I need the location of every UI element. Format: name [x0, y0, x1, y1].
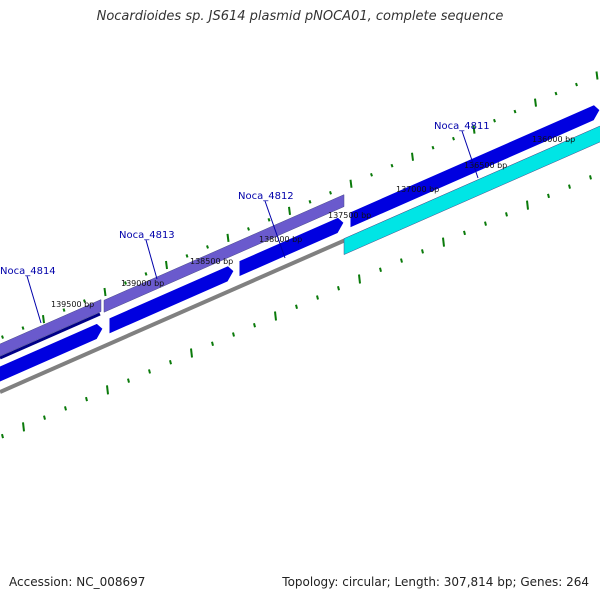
tick-mark — [295, 304, 298, 310]
scale-label: 138500 bp — [190, 257, 233, 266]
cds-arrow-track — [0, 104, 600, 383]
tick-mark — [421, 249, 424, 254]
tick-mark — [124, 281, 127, 285]
tick-mark — [411, 152, 414, 161]
tick-mark — [106, 385, 109, 395]
tick-mark — [21, 326, 25, 330]
tick-mark — [211, 341, 214, 346]
scale-labels: 136000 bp 136500 bp 137000 bp 137500 bp 1380… — [51, 135, 575, 309]
tick-mark — [316, 295, 319, 300]
tick-mark — [493, 118, 496, 123]
scale-label: 137500 bp — [328, 211, 371, 220]
topology-summary: Topology: circular; Length: 307,814 bp; … — [282, 575, 589, 589]
tick-mark — [1, 433, 4, 439]
gene-bar-noca-4811 — [343, 125, 600, 256]
tick-mark — [431, 145, 435, 150]
tick-mark — [85, 396, 88, 402]
gene-leader-line — [145, 239, 158, 280]
gene-bar-dark — [0, 312, 101, 360]
gene-leader-line — [26, 275, 42, 324]
tick-mark — [267, 218, 271, 222]
tick-mark — [1, 335, 4, 339]
inner-tick-ring — [1, 175, 592, 439]
tick-mark — [169, 359, 172, 365]
tick-mark — [62, 308, 66, 312]
gene-leader-line — [461, 130, 479, 179]
tick-mark — [526, 200, 529, 210]
outer-tick-ring — [1, 71, 599, 339]
tick-mark — [274, 311, 277, 321]
cds-arrow — [108, 265, 235, 335]
gene-label: Noca_4812 — [238, 191, 294, 202]
scale-label: 136500 bp — [464, 161, 507, 170]
tick-mark — [370, 172, 373, 177]
gene-label: Noca_4813 — [119, 230, 175, 241]
tick-mark — [165, 260, 168, 270]
tick-mark — [226, 233, 230, 243]
gene-bar-noca-4813-4812 — [103, 194, 345, 313]
tick-mark — [575, 82, 578, 87]
tick-mark — [547, 193, 550, 199]
tick-mark — [190, 348, 193, 358]
tick-mark — [148, 369, 151, 374]
tick-mark — [568, 184, 571, 189]
gene-label: Noca_4814 — [0, 266, 56, 277]
tick-mark — [144, 272, 148, 276]
tick-mark — [554, 91, 558, 96]
tick-mark — [206, 245, 209, 249]
tick-mark — [505, 212, 508, 217]
tick-mark — [534, 98, 537, 107]
tick-mark — [22, 422, 25, 432]
scale-label: 136000 bp — [532, 135, 575, 144]
tick-mark — [83, 299, 86, 303]
gene-label: Noca_4811 — [434, 121, 490, 132]
tick-mark — [232, 332, 235, 337]
tick-mark — [308, 200, 312, 204]
gene-labels: Noca_4811 Noca_4812 Noca_4813 Noca_4814 — [0, 121, 490, 324]
tick-mark — [329, 190, 332, 195]
scale-label: 138000 bp — [259, 235, 302, 244]
tick-mark — [513, 109, 517, 114]
tick-mark — [337, 286, 340, 291]
gene-bar-noca-4814 — [0, 299, 102, 357]
tick-mark — [358, 274, 361, 284]
tick-mark — [185, 254, 189, 258]
tick-mark — [589, 175, 592, 180]
cds-arrow — [349, 104, 600, 229]
tick-mark — [349, 179, 353, 188]
tick-mark — [288, 206, 291, 215]
tick-mark — [64, 406, 67, 411]
accession-text: Accession: NC_008697 — [9, 575, 146, 589]
cds-arrow — [238, 216, 345, 278]
tick-mark — [247, 227, 250, 231]
map-title: Nocardioides sp. JS614 plasmid pNOCA01, … — [96, 9, 504, 24]
tick-mark — [390, 163, 394, 168]
scale-label: 137000 bp — [396, 185, 439, 194]
tick-mark — [472, 125, 476, 134]
tick-mark — [379, 267, 382, 273]
tick-mark — [400, 258, 403, 263]
tick-mark — [595, 71, 599, 80]
tick-mark — [43, 415, 46, 420]
tick-mark — [452, 136, 455, 141]
gene-leader-line — [264, 200, 286, 259]
scale-label: 139500 bp — [51, 300, 94, 309]
tick-mark — [442, 237, 445, 247]
tick-mark — [42, 314, 45, 324]
cds-arrow — [0, 322, 104, 383]
scale-label: 139000 bp — [121, 279, 164, 288]
tick-mark — [103, 287, 107, 297]
gene-track — [0, 125, 600, 360]
tick-mark — [484, 221, 487, 226]
tick-mark — [253, 322, 256, 328]
tick-mark — [127, 378, 130, 383]
tick-mark — [463, 230, 466, 236]
